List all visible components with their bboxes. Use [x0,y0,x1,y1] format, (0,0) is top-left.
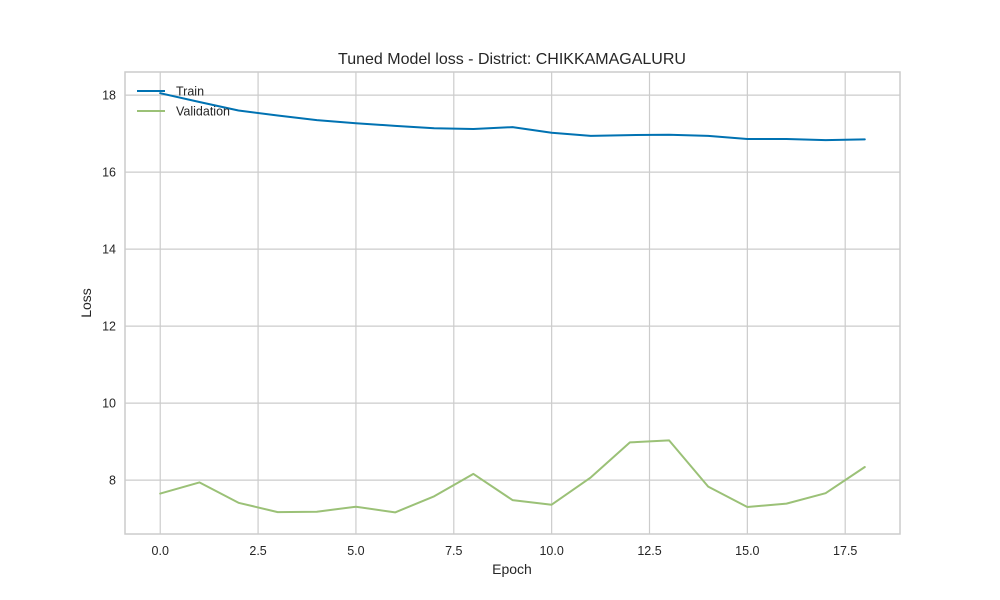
x-axis-label: Epoch [492,561,532,577]
x-tick-label: 15.0 [735,544,759,558]
x-tick-label: 7.5 [445,544,462,558]
plot-frame [124,71,901,535]
x-tick-label: 17.5 [833,544,857,558]
y-tick-label: 16 [102,166,116,180]
y-tick-label: 18 [102,89,116,103]
x-tick-label: 2.5 [249,544,266,558]
chart-title: Tuned Model loss - District: CHIKKAMAGAL… [338,51,686,68]
y-tick-label: 8 [109,474,116,488]
y-tick-label: 12 [102,320,116,334]
legend-label-validation: Validation [176,105,230,119]
x-tick-labels: 0.0 2.5 5.0 7.5 10.0 12.5 15.0 17.5 [152,544,858,558]
series-line-validation [159,439,866,514]
legend: Train Validation [137,85,230,119]
y-tick-labels: 8 10 12 14 16 18 [102,89,116,488]
series-layer [159,92,866,514]
legend-label-train: Train [176,85,204,99]
y-tick-label: 14 [102,243,116,257]
y-axis-label: Loss [78,288,94,318]
grid [125,72,900,534]
series-line-train [159,92,866,142]
y-tick-label: 10 [102,397,116,411]
x-tick-label: 0.0 [152,544,169,558]
x-tick-label: 10.0 [539,544,563,558]
x-tick-label: 12.5 [637,544,661,558]
x-tick-label: 5.0 [347,544,364,558]
